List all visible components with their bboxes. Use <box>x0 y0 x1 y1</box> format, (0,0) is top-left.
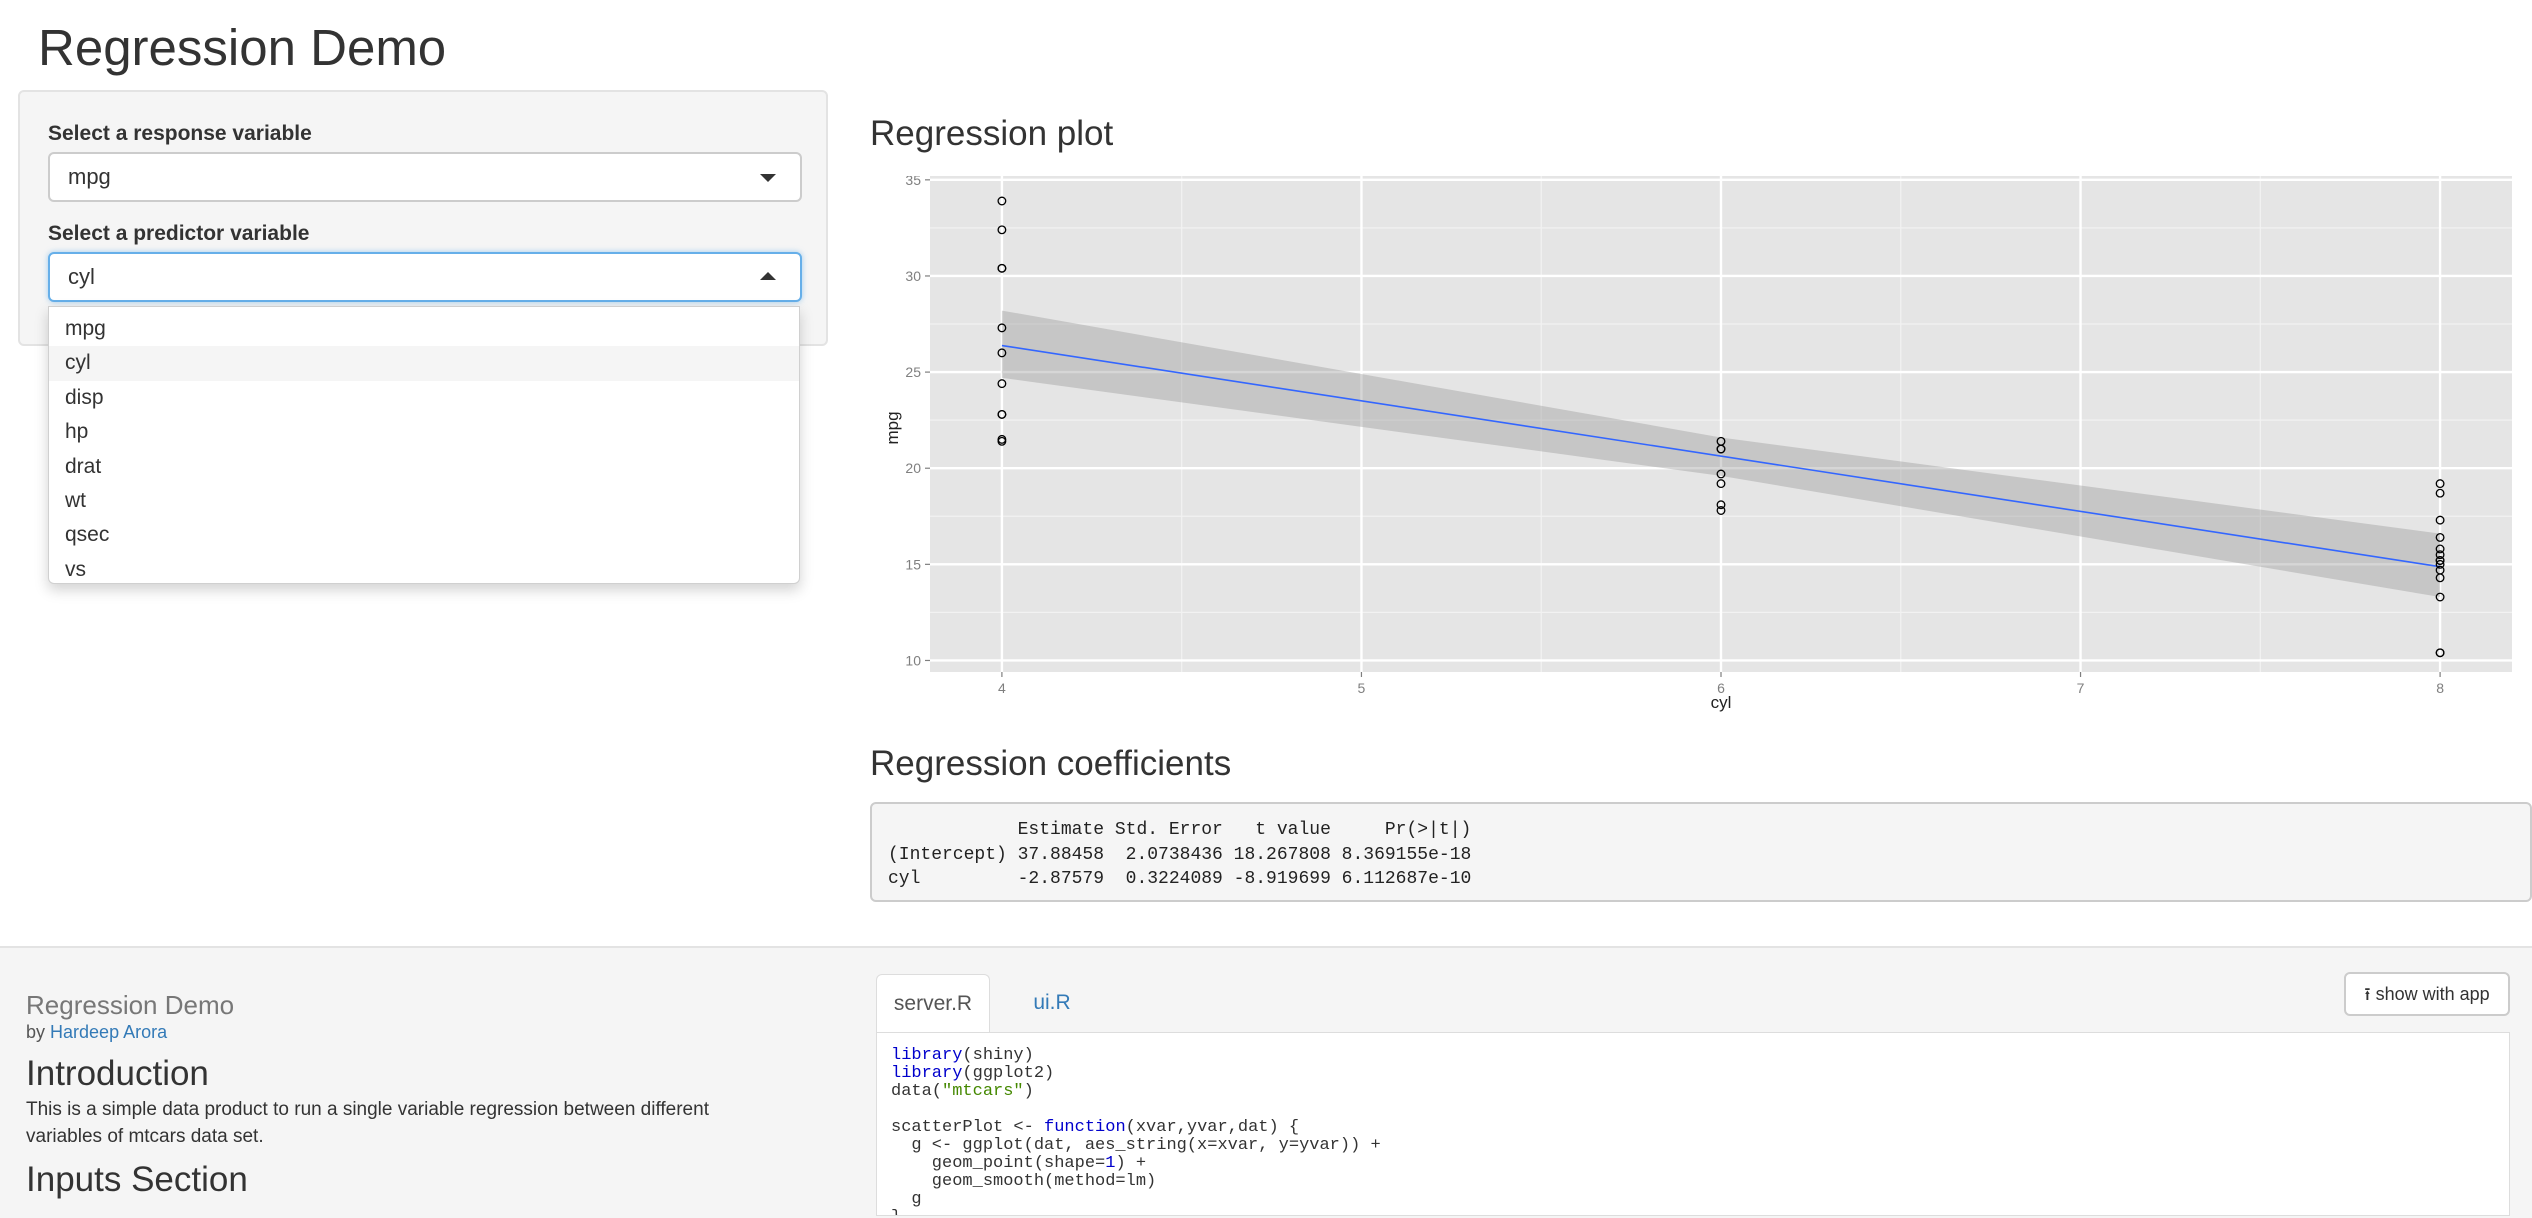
x-tick-label: 6 <box>1717 680 1725 696</box>
code-line: scatterPlot <- function(xvar,yvar,dat) { <box>891 1118 1300 1137</box>
dropdown-option[interactable]: wt <box>65 488 86 512</box>
author-link[interactable]: Hardeep Arora <box>50 1022 168 1042</box>
code-line: library(shiny) <box>891 1046 1034 1065</box>
y-axis-title: mpg <box>883 411 902 444</box>
coef-header-row: Estimate Std. Error t value Pr(>|t|) <box>888 820 1472 840</box>
y-tick-label: 35 <box>905 176 921 188</box>
predictor-label: Select a predictor variable <box>48 222 310 245</box>
data-point <box>997 263 1007 273</box>
regression-line <box>1001 344 2441 568</box>
dropdown-option[interactable]: disp <box>65 385 104 409</box>
x-axis-title: cyl <box>1711 693 1732 712</box>
y-tick-label: 10 <box>905 652 921 668</box>
y-tick-label: 30 <box>905 268 921 284</box>
response-select-value: mpg <box>68 164 111 189</box>
data-point <box>2435 573 2445 583</box>
input-panel: Select a response variable mpg Select a … <box>18 90 828 346</box>
x-tick-label: 4 <box>998 680 1006 696</box>
dropdown-option[interactable]: vs <box>65 557 86 581</box>
dropdown-option[interactable]: drat <box>65 454 102 478</box>
code-viewer: library(shiny) library(ggplot2) data("mtca… <box>876 1032 2510 1216</box>
data-point <box>2435 488 2445 498</box>
footer-app-title: Regression Demo <box>26 990 235 1020</box>
data-point <box>997 196 1007 206</box>
by-text: by <box>26 1022 46 1042</box>
code-line: geom_point(shape=1) + <box>891 1154 1147 1173</box>
plot-heading: Regression plot <box>870 114 1114 153</box>
y-tick-label: 15 <box>905 556 921 572</box>
data-point <box>2435 592 2445 602</box>
coef-row-intercept: (Intercept) 37.88458 2.0738436 18.267808… <box>888 844 1472 865</box>
code-line: } <box>891 1209 2495 1216</box>
data-point <box>2435 648 2445 658</box>
code-line: geom_smooth(method=lm) <box>891 1172 1157 1191</box>
predictor-select-value: cyl <box>68 264 95 289</box>
dropdown-option[interactable]: hp <box>65 420 89 444</box>
code-line: data("mtcars") <box>891 1082 1034 1101</box>
code-line: g <- ggplot(dat, aes_string(x=xvar, y=yv… <box>891 1136 1381 1155</box>
data-point <box>1716 444 1726 454</box>
data-point <box>997 323 1007 333</box>
data-point <box>2435 559 2445 569</box>
show-with-app-label: show with app <box>2375 984 2490 1004</box>
app-title: Regression Demo <box>38 19 447 76</box>
chevron-down-icon <box>760 174 776 182</box>
data-point <box>1716 479 1726 489</box>
response-label: Select a response variable <box>48 122 312 145</box>
data-point <box>2435 550 2445 560</box>
coefficients-output: Estimate Std. Error t value Pr(>|t|) (Int… <box>870 802 2532 902</box>
data-point <box>2435 544 2445 554</box>
data-point <box>997 379 1007 389</box>
dropdown-option[interactable]: mpg <box>65 317 106 340</box>
data-point <box>997 348 1007 358</box>
code-line <box>891 1101 2495 1119</box>
inputs-heading: Inputs Section <box>26 1160 248 1199</box>
show-with-app-button[interactable]: ⭱ show with app <box>2344 972 2510 1016</box>
data-point <box>1716 506 1726 515</box>
response-select[interactable]: mpg <box>48 152 802 202</box>
y-tick-label: 25 <box>905 364 921 380</box>
predictor-dropdown-menu: mpg cyl disp hp drat wt qsec vs <box>48 306 800 584</box>
data-point <box>1716 469 1726 479</box>
dropdown-option[interactable]: qsec <box>65 523 110 547</box>
chevron-up-icon <box>760 272 776 280</box>
predictor-select[interactable]: cyl <box>48 252 802 302</box>
tab-ui-r[interactable]: ui.R <box>1033 991 1071 1014</box>
tab-server-r[interactable]: server.R <box>876 974 990 1032</box>
x-tick-label: 8 <box>2436 680 2444 696</box>
intro-text: This is a simple data product to run a s… <box>26 1099 709 1147</box>
data-point <box>997 409 1007 419</box>
regression-plot: 4 5 6 7 8 10 15 20 25 30 35 cyl mpg <box>883 176 2512 712</box>
y-tick-label: 20 <box>905 460 921 476</box>
x-tick-label: 5 <box>1358 680 1366 696</box>
confidence-band <box>1001 310 2441 598</box>
code-line: library(ggplot2) <box>891 1064 1055 1083</box>
data-point <box>2435 479 2445 489</box>
data-point <box>1716 500 1726 510</box>
data-point <box>997 436 1007 446</box>
x-tick-label: 7 <box>2077 680 2085 696</box>
data-point <box>2435 556 2445 565</box>
footer-byline: by Hardeep Arora <box>26 1022 167 1043</box>
coef-row-cyl: cyl -2.87579 0.3224089 -8.919699 6.11268… <box>888 869 1472 889</box>
data-point <box>2435 515 2445 525</box>
arrow-up-icon: ⭱ <box>2364 984 2371 1004</box>
code-line: g <box>891 1190 922 1209</box>
intro-heading: Introduction <box>26 1054 209 1093</box>
dropdown-option[interactable]: cyl <box>49 346 799 381</box>
coefficients-heading: Regression coefficients <box>870 744 1232 783</box>
data-point <box>2435 532 2445 542</box>
data-point <box>997 225 1007 235</box>
